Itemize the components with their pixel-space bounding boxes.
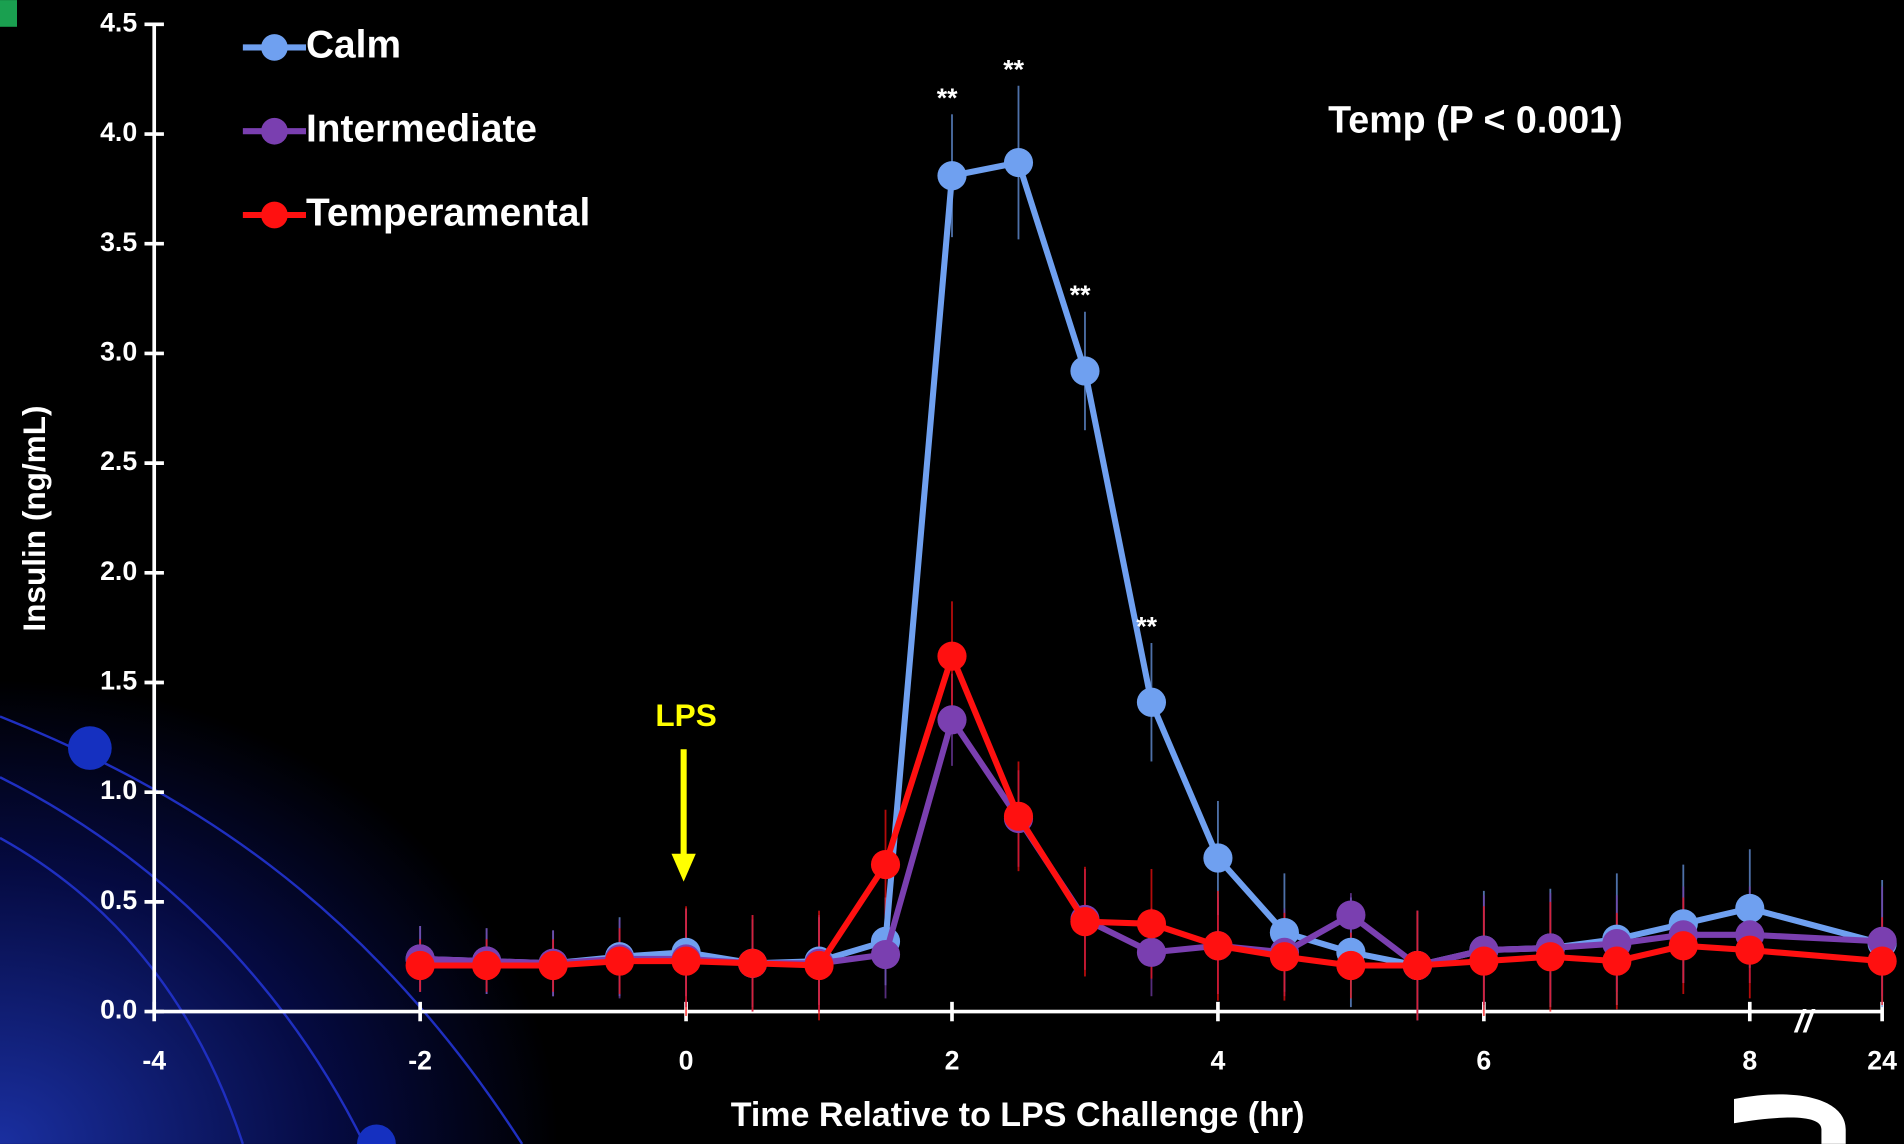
y-tick-label: 1.5 (100, 666, 137, 696)
data-point (1070, 907, 1100, 937)
corner-mark (0, 0, 17, 27)
legend-marker (261, 201, 288, 229)
y-tick-label: 1.0 (100, 775, 137, 805)
data-point (1269, 942, 1299, 972)
data-point (1336, 900, 1366, 930)
data-point (1203, 931, 1233, 961)
data-point (804, 950, 834, 981)
significance-label: ** (1070, 280, 1091, 310)
data-point (1602, 946, 1632, 976)
significance-label: ** (937, 83, 958, 113)
y-tick-label: 2.0 (100, 556, 137, 586)
x-tick-label: 24 (1867, 1046, 1897, 1076)
data-point (937, 641, 967, 671)
x-tick-label: 4 (1210, 1046, 1225, 1076)
data-point (737, 948, 768, 978)
x-tick-label: -4 (142, 1046, 166, 1076)
legend-marker (261, 117, 288, 145)
y-axis-title: Insulin (ng/mL) (16, 405, 52, 631)
event-label: LPS (655, 697, 716, 733)
data-point (1402, 950, 1432, 981)
axis-break: // (1793, 1003, 1816, 1039)
data-point (1136, 687, 1167, 717)
data-point (1735, 935, 1765, 965)
data-point (1003, 801, 1034, 831)
background-dot (357, 1124, 396, 1144)
data-point (1535, 942, 1565, 972)
stat-note: Temp (P < 0.001) (1328, 99, 1623, 141)
y-tick-label: 3.0 (100, 336, 137, 366)
data-point (937, 705, 967, 735)
data-point (405, 950, 435, 981)
legend-label: Intermediate (306, 107, 537, 150)
plot-area: 0.00.51.01.52.02.53.03.54.04.5-4 -2 0 2 4 6 8 2… (100, 7, 1897, 1075)
data-point (1668, 931, 1698, 961)
y-tick-label: 3.5 (100, 227, 137, 257)
legend-label: Calm (306, 24, 401, 67)
background-dot (68, 726, 112, 770)
legend-marker (261, 34, 288, 61)
data-point (1867, 946, 1897, 976)
data-point (937, 161, 967, 191)
data-point (870, 850, 901, 880)
legend-label: Temperamental (306, 191, 590, 234)
significance-label: ** (1003, 54, 1024, 84)
x-tick-label: 2 (945, 1046, 960, 1076)
data-point (1003, 147, 1034, 178)
data-point (1469, 946, 1499, 976)
significance-label: ** (1136, 612, 1157, 642)
x-tick-label: -2 (408, 1046, 432, 1076)
data-point (605, 946, 635, 976)
data-point (1336, 950, 1366, 981)
y-tick-label: 4.5 (100, 7, 137, 37)
data-point (671, 946, 701, 976)
logo-fragment (1734, 1094, 1846, 1144)
y-tick-label: 4.0 (100, 117, 137, 147)
y-tick-label: 2.5 (100, 446, 137, 476)
data-point (1070, 356, 1100, 386)
y-tick-label: 0.5 (100, 885, 137, 915)
series-line (420, 653, 1883, 969)
data-point (1735, 893, 1765, 924)
data-point (1136, 937, 1167, 967)
data-point (1203, 843, 1233, 873)
x-tick-label: 6 (1476, 1046, 1491, 1076)
x-tick-label: 0 (679, 1046, 694, 1076)
data-point (538, 950, 568, 981)
x-axis-title: Time Relative to LPS Challenge (hr) (731, 1096, 1305, 1134)
data-point (1136, 909, 1167, 939)
data-point (472, 950, 502, 981)
x-tick-label: 8 (1742, 1046, 1757, 1076)
data-point (870, 939, 901, 970)
event-arrow-head (671, 853, 696, 882)
y-tick-label: 0.0 (100, 995, 137, 1025)
